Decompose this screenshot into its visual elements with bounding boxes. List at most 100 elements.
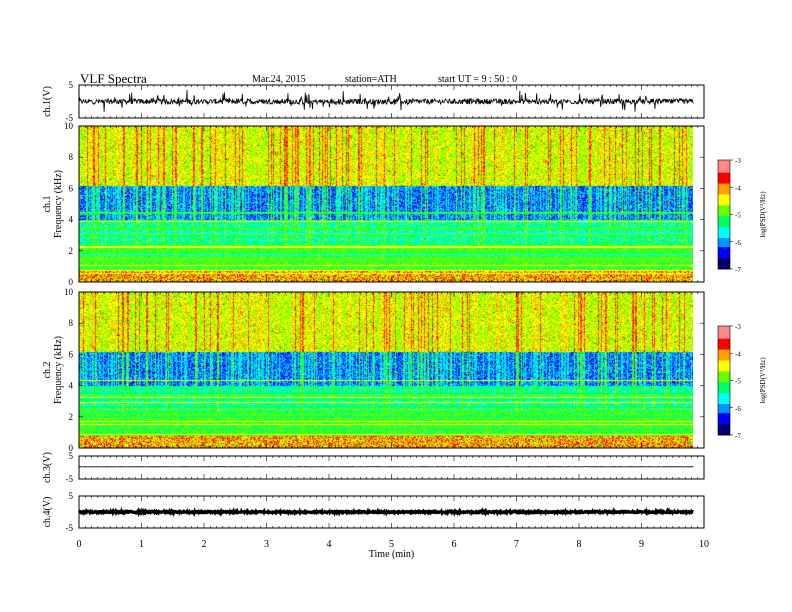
- x-tick-label: 7: [514, 539, 519, 550]
- colorbar-swatch: [718, 351, 730, 354]
- colorbar-swatch: [718, 393, 730, 396]
- colorbar-swatch: [718, 391, 730, 394]
- colorbar-swatch: [718, 411, 730, 414]
- y-tick-label: 5: [69, 451, 74, 461]
- colorbar-tick-label: -4: [735, 184, 741, 192]
- y-axis-label: ch.2: [42, 362, 53, 379]
- colorbar-swatch: [718, 198, 730, 201]
- colorbar-swatch: [718, 367, 730, 371]
- colorbar-swatch: [718, 239, 730, 243]
- colorbar-swatch: [718, 416, 730, 420]
- colorbar-swatch: [718, 238, 730, 241]
- colorbar-swatch: [718, 223, 730, 226]
- colorbar-swatch: [718, 167, 730, 170]
- colorbar-swatch: [718, 420, 730, 423]
- colorbar-swatch: [718, 355, 730, 358]
- colorbar-swatch: [718, 265, 730, 268]
- colorbar-swatch: [718, 327, 730, 331]
- colorbar-swatch: [718, 335, 730, 338]
- colorbar-swatch: [718, 331, 730, 334]
- colorbar-swatch: [718, 365, 730, 369]
- colorbar-swatch: [718, 176, 730, 179]
- figure-title: VLF Spectra: [80, 71, 147, 86]
- colorbar-swatch: [718, 181, 730, 185]
- x-tick-label: 9: [639, 539, 644, 550]
- y-axis-label: ch.1: [42, 196, 53, 213]
- y-tick-label: 5: [69, 491, 74, 501]
- y-axis-label: Frequency (kHz): [53, 170, 64, 238]
- colorbar-swatch: [718, 349, 730, 352]
- colorbar-swatch: [718, 161, 730, 165]
- colorbar-swatch: [718, 382, 730, 385]
- colorbar-swatch: [718, 431, 730, 434]
- colorbar-swatch: [718, 160, 730, 163]
- colorbar-swatch: [718, 185, 730, 188]
- colorbar-swatch: [718, 203, 730, 206]
- colorbar-swatch: [718, 362, 730, 365]
- station-label: station=ATH: [345, 74, 397, 85]
- colorbar-swatch: [718, 404, 730, 407]
- colorbar-swatch: [718, 326, 730, 329]
- y-tick-label: 2: [69, 246, 74, 256]
- x-tick-label: 4: [327, 539, 332, 550]
- colorbar-swatch: [718, 336, 730, 340]
- x-tick-label: 8: [577, 539, 582, 550]
- colorbar-swatch: [718, 247, 730, 250]
- colorbar-swatch: [718, 187, 730, 190]
- colorbar-swatch: [718, 216, 730, 219]
- colorbar-swatch: [718, 400, 730, 403]
- colorbar-swatch: [718, 353, 730, 356]
- colorbar-swatch: [718, 395, 730, 398]
- colorbar-tick-label: -3: [735, 157, 741, 165]
- colorbar-swatch: [718, 263, 730, 266]
- colorbar-swatch: [718, 179, 730, 183]
- colorbar-swatch: [718, 375, 730, 378]
- colorbar-swatch: [718, 249, 730, 252]
- colorbar-swatch: [718, 376, 730, 380]
- y-tick-label: 10: [64, 121, 74, 131]
- x-axis-label: Time (min): [369, 549, 414, 560]
- colorbar-tick-label: -4: [735, 350, 741, 358]
- colorbar-swatch: [718, 409, 730, 412]
- colorbar-swatch: [718, 254, 730, 257]
- colorbar-swatch: [718, 212, 730, 215]
- colorbar-swatch: [718, 385, 730, 389]
- spectrogram-ch2-spec: [79, 292, 693, 448]
- spectrogram-ch1-spec: [79, 126, 693, 282]
- y-axis-label: Frequency (kHz): [53, 336, 64, 404]
- colorbar-swatch: [718, 172, 730, 176]
- colorbar-swatch: [718, 256, 730, 259]
- colorbar-swatch: [718, 236, 730, 239]
- colorbar-swatch: [718, 205, 730, 208]
- colorbar-swatch: [718, 232, 730, 235]
- colorbar-swatch: [718, 259, 730, 263]
- colorbar-swatch: [718, 201, 730, 205]
- colorbar-swatch: [718, 219, 730, 223]
- x-tick-label: 3: [264, 539, 269, 550]
- colorbar-swatch: [718, 415, 730, 418]
- colorbar-tick-label: -6: [735, 239, 741, 247]
- colorbar-label: log(PSD(V²/Hz): [759, 357, 767, 404]
- colorbar-swatch: [718, 241, 730, 245]
- y-tick-label: -5: [66, 474, 74, 484]
- waveform-ch1-wave: [78, 90, 694, 112]
- y-axis-label: ch.1(V): [42, 86, 53, 117]
- colorbar-swatch: [718, 170, 730, 174]
- x-tick-label: 5: [389, 539, 394, 550]
- date-label: Mar.24, 2015: [252, 74, 306, 85]
- colorbar-swatch: [718, 342, 730, 345]
- colorbar-label: log(PSD(V²/Hz): [759, 191, 767, 238]
- colorbar-swatch: [718, 345, 730, 349]
- colorbar-swatch: [718, 258, 730, 261]
- colorbar-swatch: [718, 396, 730, 400]
- colorbar-swatch: [718, 373, 730, 376]
- colorbar-swatch: [718, 407, 730, 411]
- colorbar-swatch: [718, 356, 730, 360]
- colorbar-swatch: [718, 338, 730, 342]
- y-tick-label: 0: [69, 443, 74, 453]
- colorbar-swatch: [718, 358, 730, 362]
- colorbar-swatch: [718, 267, 730, 270]
- colorbar-swatch: [718, 422, 730, 425]
- colorbar-swatch: [718, 250, 730, 254]
- colorbar-swatch: [718, 427, 730, 431]
